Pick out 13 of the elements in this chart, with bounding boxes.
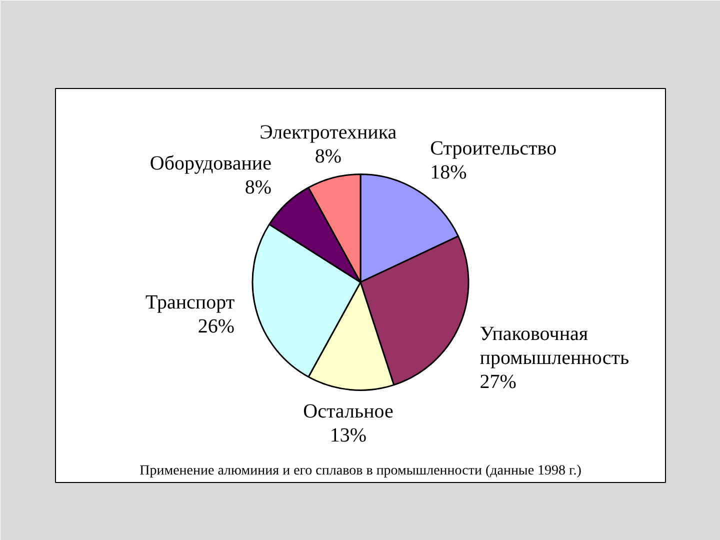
- data-label: 26%: [198, 316, 235, 338]
- text: Применение алюминия и его сплавов в промышленности (данные 1998 г.): [140, 464, 582, 479]
- data-label: 13%: [330, 424, 367, 447]
- data-label: 8%: [244, 176, 272, 198]
- data-label: 18%: [430, 161, 467, 184]
- slice-label: Остальное: [303, 400, 394, 423]
- slice-label: Упаковочная промышленность: [480, 322, 630, 369]
- slice-label: Транспорт: [145, 292, 235, 314]
- data-label: 27%: [480, 370, 516, 393]
- slice-label: Электротехника: [260, 121, 397, 144]
- data-label: 8%: [314, 145, 342, 168]
- slice-label: Строительство: [430, 137, 557, 160]
- slice-label: Оборудование: [150, 152, 272, 174]
